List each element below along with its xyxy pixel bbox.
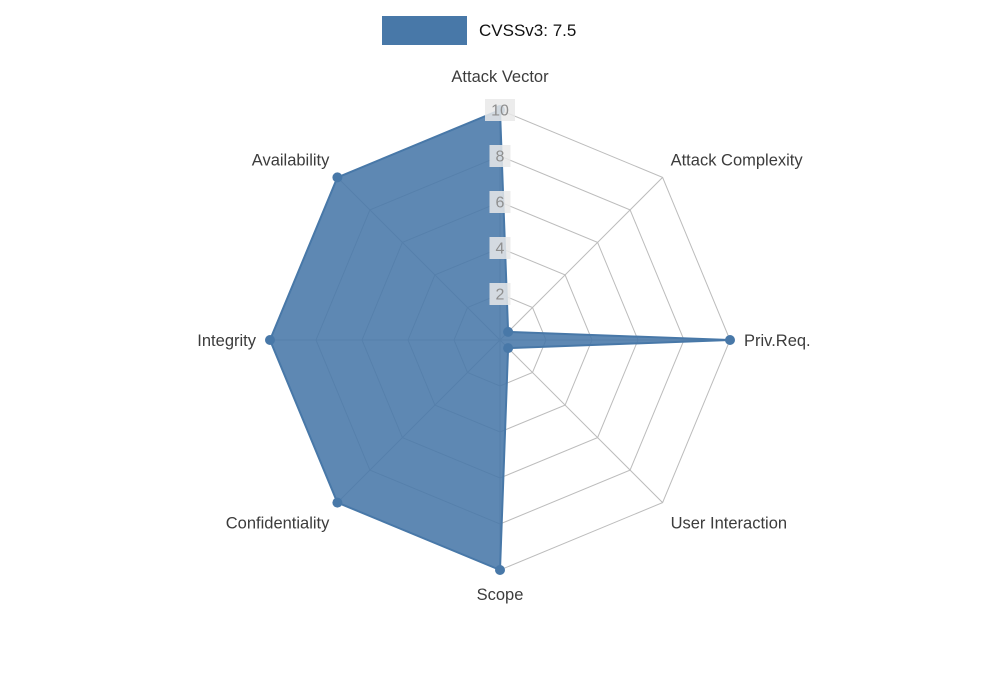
tick-label-2: 2 [496, 287, 505, 304]
axis-label-attack-complexity: Attack Complexity [671, 151, 804, 169]
tick-bg-8 [489, 145, 511, 167]
legend-label: CVSSv3: 7.5 [479, 20, 577, 40]
vertex-dot-attack-complexity [503, 326, 514, 337]
axis-label-scope: Scope [477, 586, 524, 604]
tick-bg-10 [485, 99, 515, 121]
grid-spoke-attack-complexity [499, 177, 663, 341]
axis-label-attack-vector: Attack Vector [451, 68, 549, 86]
grid-spoke-user-interaction [499, 339, 663, 503]
tick-label-10: 10 [491, 103, 509, 120]
tick-label-8: 8 [496, 149, 505, 166]
tick-label-4: 4 [496, 241, 505, 258]
vertex-dot-confidentiality [332, 497, 343, 508]
vertex-dot-user-interaction [503, 343, 514, 354]
tick-label-6: 6 [496, 195, 505, 212]
vertex-dot-priv-req [725, 335, 735, 345]
axis-label-integrity: Integrity [197, 332, 256, 350]
vertex-dot-scope [495, 565, 505, 575]
tick-bg-4 [489, 237, 511, 259]
legend[interactable]: CVSSv3: 7.5 [382, 16, 576, 45]
vertex-dot-integrity [265, 335, 275, 345]
vertex-dot-availability [332, 172, 343, 183]
legend-swatch [382, 16, 467, 45]
axis-label-priv-req: Priv.Req. [744, 332, 811, 350]
axis-label-user-interaction: User Interaction [671, 515, 787, 533]
axis-label-confidentiality: Confidentiality [226, 515, 330, 533]
tick-bg-6 [489, 191, 511, 213]
axis-label-availability: Availability [252, 151, 330, 169]
tick-bg-2 [489, 283, 511, 305]
